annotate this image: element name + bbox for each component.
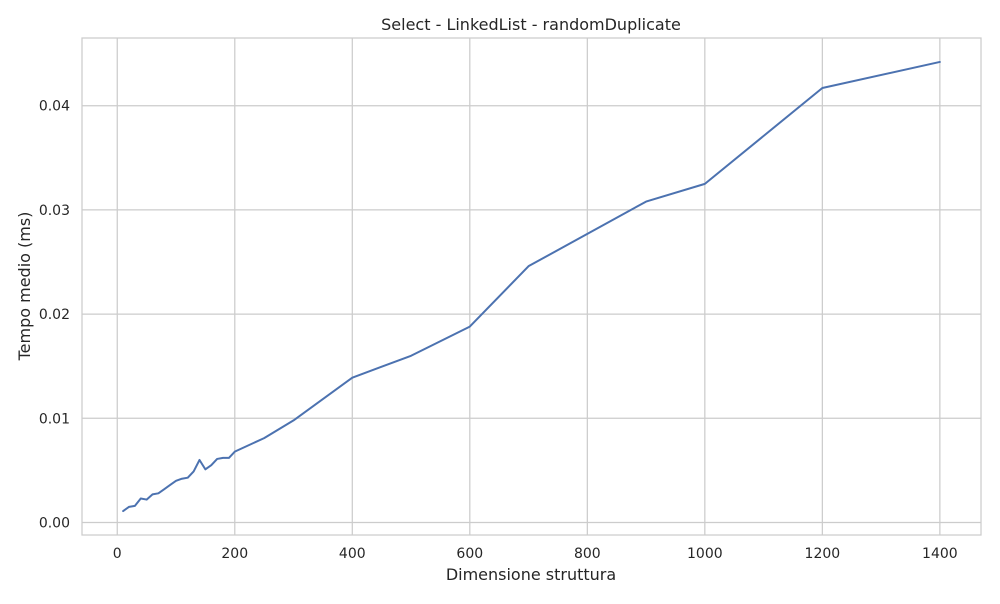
x-tick-label: 1400 xyxy=(922,546,958,562)
series-line xyxy=(122,60,941,513)
x-tick-label: 600 xyxy=(456,546,483,562)
y-tick-labels: 0.00 0.01 0.02 0.03 0.04 xyxy=(39,99,70,532)
x-axis-title: Dimensione struttura xyxy=(446,565,616,584)
y-tick-label: 0.03 xyxy=(39,203,70,219)
x-tick-label: 0 xyxy=(113,546,122,562)
plot-frame xyxy=(81,37,982,536)
x-tick-label: 1000 xyxy=(687,546,723,562)
x-tick-label: 400 xyxy=(339,546,366,562)
y-tick-label: 0.02 xyxy=(39,307,70,323)
x-tick-labels: 0 200 400 600 800 1000 1200 1400 xyxy=(113,546,958,562)
grid xyxy=(82,38,981,535)
series-layer xyxy=(122,60,941,513)
y-tick-label: 0.04 xyxy=(39,99,70,115)
y-tick-label: 0.01 xyxy=(39,411,70,427)
x-tick-label: 1200 xyxy=(805,546,841,562)
y-axis-title: Tempo medio (ms) xyxy=(15,212,34,362)
y-tick-label: 0.00 xyxy=(39,515,70,531)
x-tick-label: 800 xyxy=(574,546,601,562)
x-tick-label: 200 xyxy=(221,546,248,562)
chart-title: Select - LinkedList - randomDuplicate xyxy=(381,15,681,34)
